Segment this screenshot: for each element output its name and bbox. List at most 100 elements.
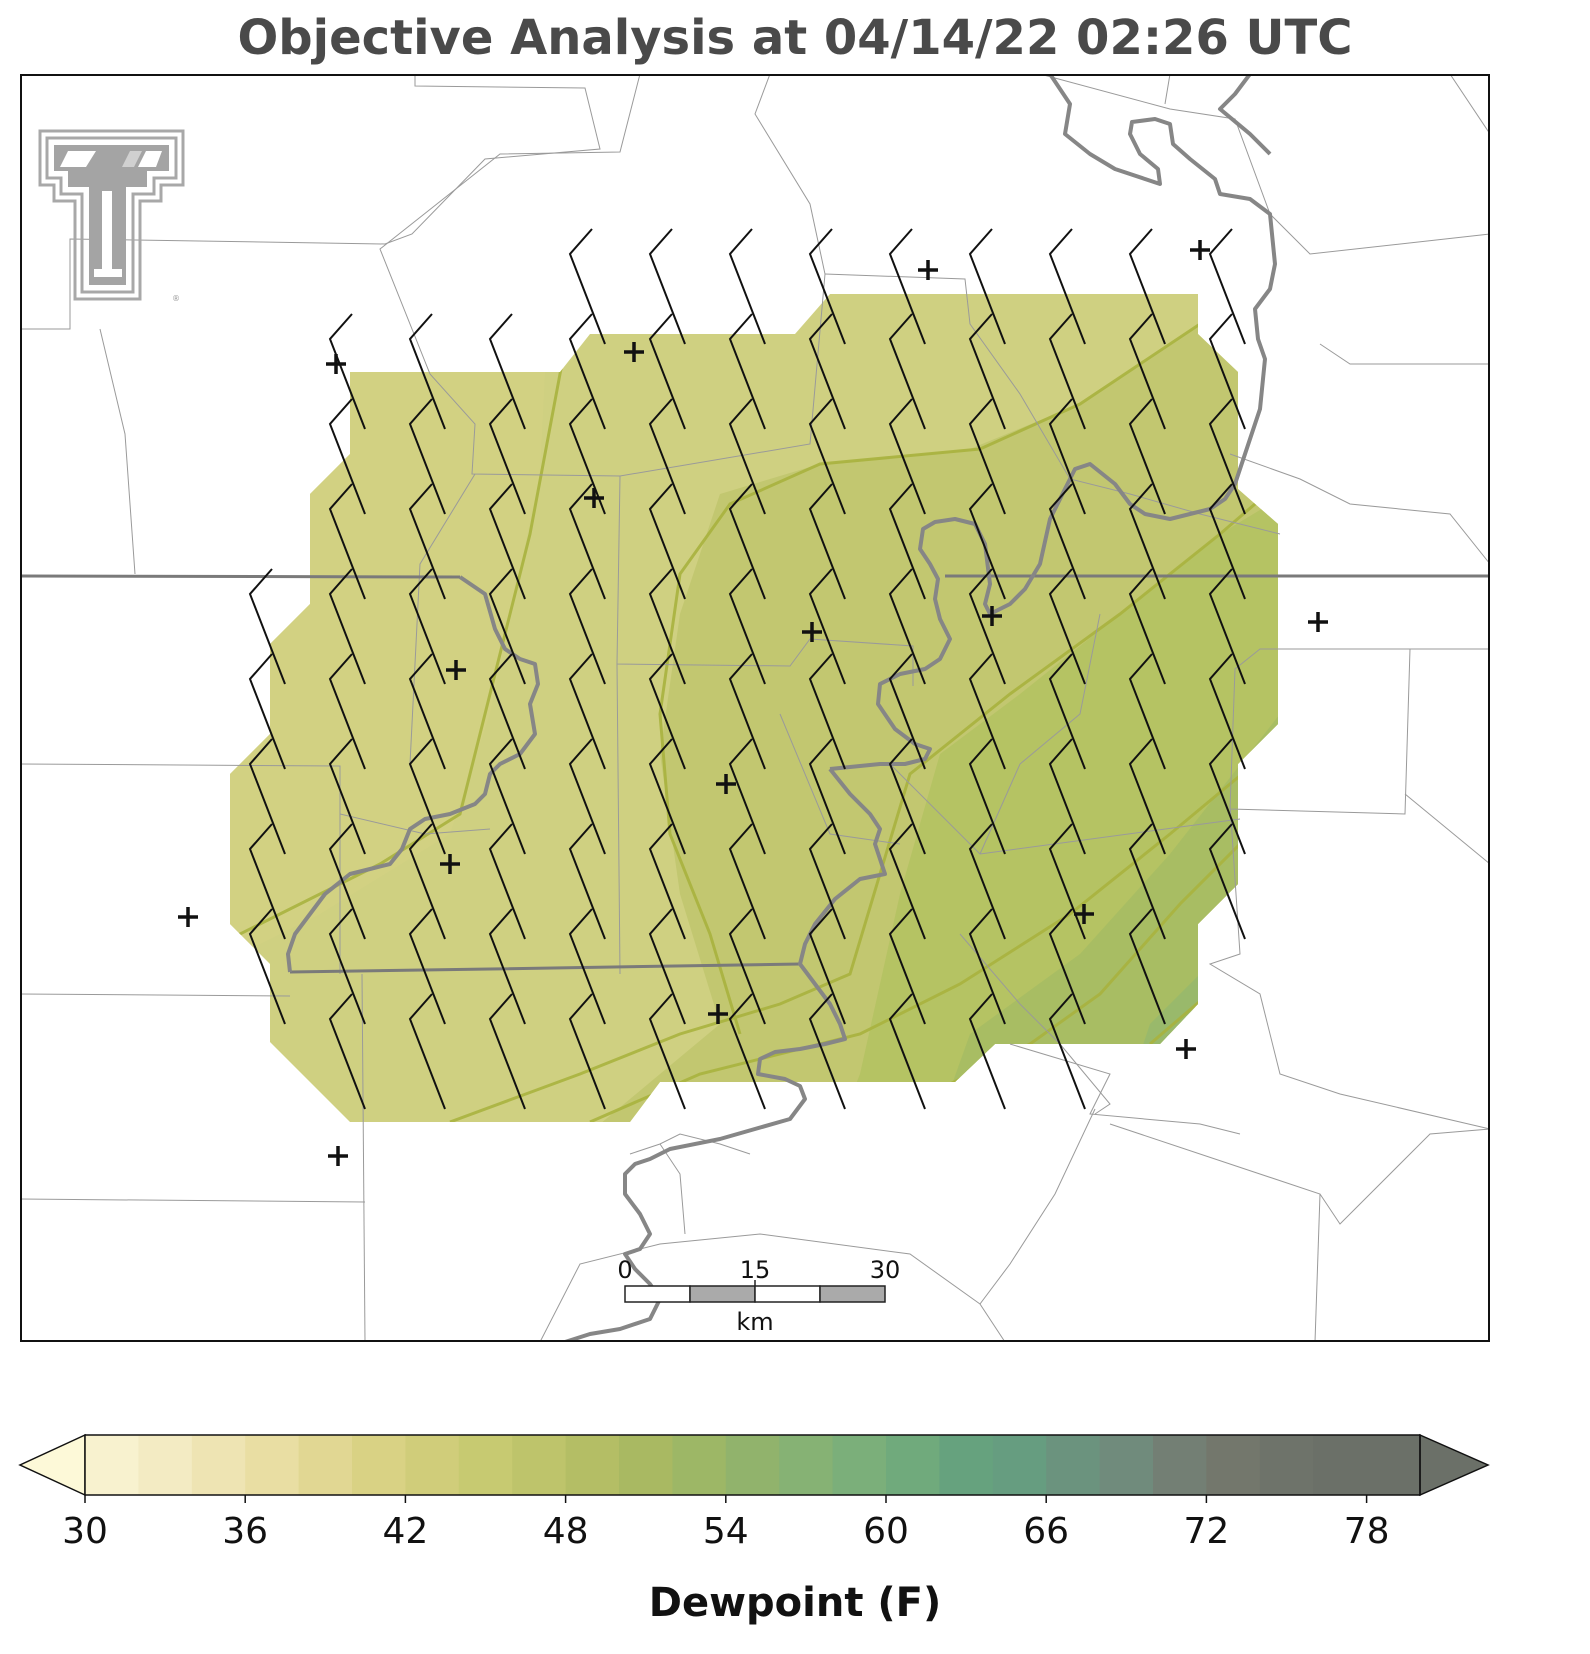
colorbar-tick-label: 42 [382, 1511, 428, 1552]
colorbar-segment [245, 1435, 300, 1495]
wind-barb [1048, 993, 1086, 1110]
colorbar-segments [18, 1433, 1490, 1497]
colorbar-segment [405, 1435, 460, 1495]
wind-barb [328, 653, 366, 770]
wind-barb [808, 738, 846, 855]
wind-barb [968, 653, 1006, 770]
station-marker [1190, 240, 1210, 260]
colorbar-segment [1366, 1435, 1421, 1495]
wind-barb [968, 823, 1006, 940]
wind-barb [808, 228, 846, 345]
colorbar-ticks: 30 36 42 48 54 60 66 72 78 [62, 1495, 1390, 1552]
wind-barb [968, 228, 1006, 345]
wind-barb [248, 653, 286, 770]
wind-barb [408, 823, 446, 940]
wind-barb [488, 568, 526, 685]
station-marker [1308, 612, 1328, 632]
wind-barb [968, 313, 1006, 430]
wind-barb [1128, 908, 1166, 1025]
colorbar-segment [458, 1435, 513, 1495]
wind-barb [248, 568, 286, 685]
colorbar-segment [565, 1435, 620, 1495]
wind-barb [328, 908, 366, 1025]
colorbar-segment [1099, 1435, 1154, 1495]
colorbar-tick-label: 72 [1183, 1511, 1229, 1552]
wind-barb [808, 653, 846, 770]
wind-barb [1048, 313, 1086, 430]
wind-barb [648, 993, 686, 1110]
wind-barb [888, 993, 926, 1110]
wind-barb [1208, 313, 1246, 430]
wind-barb [1128, 823, 1166, 940]
scale-tick-0: 0 [617, 1256, 632, 1284]
wind-barb [648, 398, 686, 515]
wind-barb [808, 483, 846, 600]
svg-text:®: ® [172, 294, 180, 303]
wind-barb [408, 653, 446, 770]
wind-barb [408, 398, 446, 515]
wind-barb [808, 568, 846, 685]
wind-barb [408, 483, 446, 600]
wind-barb [888, 738, 926, 855]
wind-barb [568, 568, 606, 685]
wind-barb [648, 653, 686, 770]
colorbar-outline [84, 1434, 1421, 1496]
wind-barb [568, 908, 606, 1025]
wind-barb [728, 908, 766, 1025]
wind-barb [1208, 738, 1246, 855]
station-marker [1176, 1039, 1196, 1059]
wind-barb [728, 228, 766, 345]
colorbar-tick-label: 30 [62, 1511, 108, 1552]
station-marker [1074, 904, 1094, 924]
wind-barb [648, 738, 686, 855]
wind-barb [888, 653, 926, 770]
wind-barb [1128, 738, 1166, 855]
wind-barb [488, 653, 526, 770]
wind-barb [1048, 823, 1086, 940]
wind-barb [728, 653, 766, 770]
colorbar-tick-label: 36 [222, 1511, 268, 1552]
colorbar-segment [832, 1435, 887, 1495]
wind-barb [568, 738, 606, 855]
wind-barb [808, 823, 846, 940]
wind-barb [408, 313, 446, 430]
wind-barb [1208, 568, 1246, 685]
wind-barb [328, 313, 366, 430]
wind-barb [648, 568, 686, 685]
colorbar-segment [138, 1435, 193, 1495]
wind-barb [808, 993, 846, 1110]
wind-barb [728, 823, 766, 940]
wind-barb [408, 738, 446, 855]
station-markers [178, 240, 1328, 1166]
wind-barb [248, 823, 286, 940]
wind-barb [728, 738, 766, 855]
map-title: Objective Analysis at 04/14/22 02:26 UTC [237, 10, 1353, 66]
wind-barb [328, 738, 366, 855]
station-marker [708, 1004, 728, 1024]
wind-barbs [248, 228, 1246, 1110]
wind-barb [488, 483, 526, 600]
station-marker [326, 354, 346, 374]
colorbar-segment [85, 1435, 139, 1495]
station-marker [802, 622, 822, 642]
colorbar: 30 36 42 48 54 60 66 72 78 [18, 1433, 1490, 1552]
colorbar-segment [1259, 1435, 1314, 1495]
wind-barb [408, 568, 446, 685]
texas-tech-double-t-logo: ® [38, 129, 185, 303]
wind-barb [648, 313, 686, 430]
colorbar-tick-label: 54 [703, 1511, 749, 1552]
wind-barb [1048, 908, 1086, 1025]
wind-barb [968, 908, 1006, 1025]
wind-barb [328, 993, 366, 1110]
wind-barb [248, 908, 286, 1025]
wind-barb [968, 738, 1006, 855]
wind-barb [648, 483, 686, 600]
station-marker [918, 260, 938, 280]
wind-barb [1128, 568, 1166, 685]
colorbar-segment [191, 1435, 246, 1495]
wind-barb [488, 313, 526, 430]
wind-barb [328, 823, 366, 940]
scale-unit: km [736, 1308, 773, 1336]
wind-barb [328, 483, 366, 600]
wind-barb [968, 483, 1006, 600]
